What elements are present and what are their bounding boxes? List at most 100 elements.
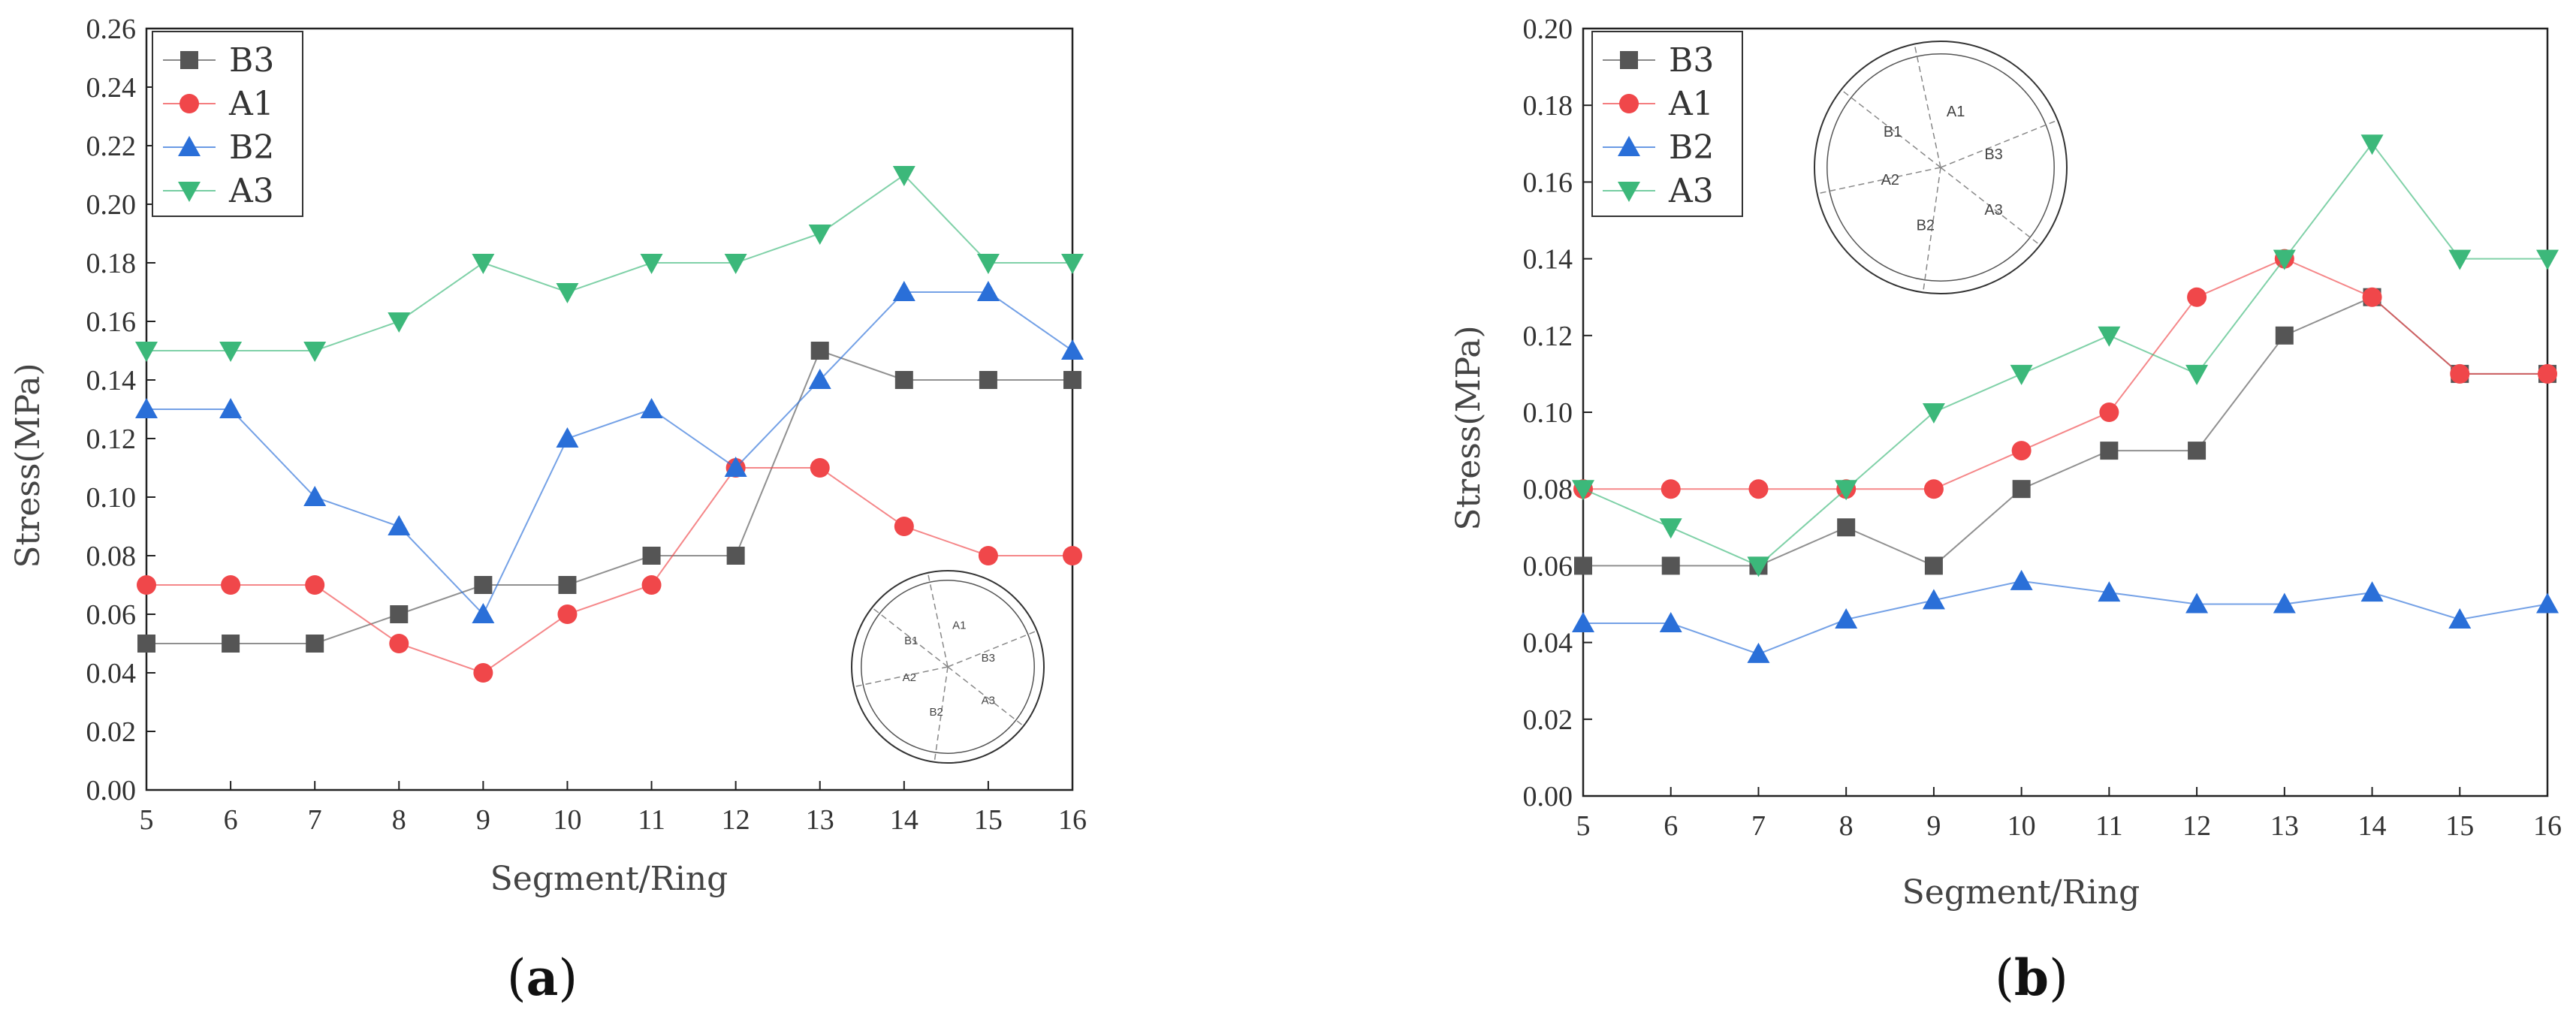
- data-point-b3: [726, 547, 745, 565]
- legend-label: A1: [228, 85, 274, 123]
- x-tick-label: 15: [974, 804, 1003, 836]
- y-tick-label: 0.00: [1523, 781, 1573, 812]
- panel-caption-b: (b): [1995, 948, 2068, 1007]
- data-point-b3: [2012, 480, 2031, 499]
- segment-label-b1: B1: [1884, 124, 1902, 140]
- legend-a: B3 A1 B2 A3: [152, 31, 303, 217]
- x-tick-label: 6: [1664, 810, 1678, 842]
- y-tick-label: 0.04: [86, 658, 137, 689]
- data-point-b2: [2448, 607, 2472, 629]
- data-point-b2: [303, 486, 327, 506]
- x-tick-label: 10: [553, 804, 581, 836]
- legend-swatch-marker: [178, 136, 201, 156]
- x-ticks-a: 5 6 7 8 9 10 11 12 13 14 15 16: [140, 781, 1087, 836]
- data-point-b3: [1924, 556, 1943, 575]
- x-tick-label: 11: [638, 804, 665, 836]
- data-point-a1: [557, 604, 578, 624]
- y-tick-label: 0.16: [86, 306, 137, 338]
- x-ticks-b: 5 6 7 8 9 10 11 12 13 14 15 16: [1576, 787, 2562, 842]
- data-point-a1: [1748, 479, 1769, 499]
- panel-caption-letter-a: a: [526, 948, 559, 1007]
- x-tick-label: 14: [2358, 810, 2387, 842]
- data-point-b2: [2098, 581, 2121, 602]
- y-tick-label: 0.06: [1523, 550, 1573, 582]
- ring-outer: [1814, 41, 2068, 294]
- y-axis-title-a: Stress(MPa): [9, 363, 47, 568]
- legend-item-b3: B3: [163, 41, 274, 80]
- data-point-b3: [1574, 556, 1592, 575]
- segment-joint-line: [1914, 44, 1941, 168]
- panel-caption-letter-b: b: [2014, 948, 2049, 1007]
- data-point-b3: [306, 635, 324, 653]
- x-tick-label: 13: [2270, 810, 2299, 842]
- series-a3: [135, 166, 1084, 362]
- y-tick-label: 0.20: [1523, 14, 1573, 45]
- series-line-b3: [146, 349, 1072, 644]
- y-tick-label: 0.02: [1523, 704, 1573, 736]
- data-point-a1: [2362, 287, 2382, 307]
- legend-label: B2: [229, 128, 274, 167]
- data-point-b3: [979, 371, 997, 389]
- data-point-a1: [221, 575, 241, 595]
- data-point-a1: [1661, 479, 1681, 499]
- segment-label-a3: A3: [982, 695, 995, 707]
- legend-label: B2: [1669, 128, 1714, 167]
- legend-label: B3: [229, 41, 274, 80]
- series-a1: [1573, 249, 2557, 499]
- segment-label-b2: B2: [1917, 217, 1935, 234]
- data-point-b2: [1061, 339, 1084, 360]
- x-tick-label: 8: [1839, 810, 1854, 842]
- segment-label-b3: B3: [982, 652, 995, 665]
- legend-item-b2: B2: [1603, 128, 1714, 167]
- x-tick-label: 7: [1751, 810, 1766, 842]
- data-point-b2: [892, 281, 915, 301]
- data-point-a3: [2360, 134, 2384, 155]
- x-tick-label: 5: [140, 804, 154, 836]
- series-line-a1: [1583, 258, 2547, 490]
- data-point-a3: [640, 254, 663, 274]
- data-point-b2: [1922, 589, 1945, 610]
- segment-label-b1: B1: [904, 635, 918, 647]
- series-line-a1: [146, 467, 1072, 674]
- data-point-a1: [810, 458, 830, 478]
- data-point-b2: [2536, 592, 2559, 614]
- series-a3: [1572, 134, 2559, 577]
- data-point-a3: [2448, 249, 2472, 270]
- data-point-a3: [556, 283, 579, 303]
- legend-swatch-marker: [1618, 136, 1640, 156]
- y-tick-label: 0.02: [86, 716, 137, 748]
- segment-label-a1: A1: [1947, 104, 1965, 120]
- data-point-b2: [724, 457, 747, 477]
- data-point-a3: [219, 342, 243, 362]
- segment-label-a1: A1: [952, 620, 966, 632]
- data-point-a1: [2450, 363, 2470, 384]
- segment-joint-line: [1940, 119, 2059, 168]
- segment-joint-line: [871, 607, 949, 668]
- legend-label: B3: [1669, 41, 1714, 80]
- y-tick-label: 0.10: [86, 482, 137, 514]
- series-group-a: [135, 166, 1084, 683]
- legend-item-a1: A1: [1603, 85, 1714, 123]
- segment-label-a3: A3: [1984, 202, 2002, 219]
- y-tick-label: 0.00: [86, 775, 137, 806]
- y-ticks-a: 0.00 0.02 0.04 0.06 0.08 0.10 0.12 0.14 0.16 0.18…: [86, 14, 155, 806]
- ring-outer: [851, 570, 1045, 764]
- series-line-a3: [146, 173, 1072, 351]
- series-b3: [137, 342, 1081, 653]
- legend-label: A3: [1668, 172, 1714, 210]
- data-point-b3: [137, 635, 155, 653]
- data-point-b3: [642, 547, 661, 565]
- segment-label-a2: A2: [903, 671, 916, 684]
- x-tick-label: 16: [2533, 810, 2562, 842]
- data-point-a1: [2187, 287, 2207, 307]
- data-point-a3: [1922, 403, 1945, 424]
- data-point-b2: [976, 281, 1000, 301]
- y-tick-label: 0.04: [1523, 628, 1573, 659]
- panel-caption-a: (a): [507, 948, 578, 1007]
- series-group-b: [1572, 134, 2559, 663]
- data-point-b3: [1661, 556, 1680, 575]
- ring-inner: [1826, 53, 2055, 282]
- data-point-a3: [472, 254, 495, 274]
- data-point-a3: [2185, 364, 2209, 385]
- segment-ring-diagram-b: A1 B1 B3 A2 B2 A3: [1814, 41, 2068, 294]
